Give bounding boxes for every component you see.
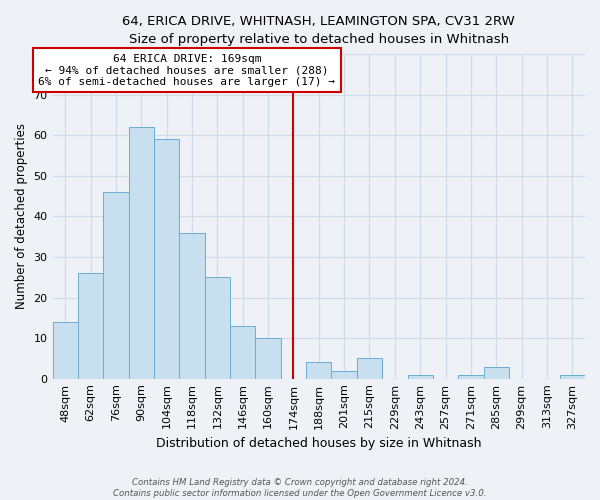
Y-axis label: Number of detached properties: Number of detached properties — [15, 124, 28, 310]
Bar — [53, 322, 78, 378]
Bar — [179, 232, 205, 378]
Bar — [407, 374, 433, 378]
Bar — [205, 278, 230, 378]
Bar — [230, 326, 256, 378]
Bar — [128, 127, 154, 378]
Bar — [78, 273, 103, 378]
Bar — [560, 374, 585, 378]
Bar — [357, 358, 382, 378]
Title: 64, ERICA DRIVE, WHITNASH, LEAMINGTON SPA, CV31 2RW
Size of property relative to: 64, ERICA DRIVE, WHITNASH, LEAMINGTON SP… — [122, 15, 515, 46]
Bar — [484, 366, 509, 378]
Bar — [103, 192, 128, 378]
Bar — [154, 140, 179, 378]
Bar — [306, 362, 331, 378]
Bar — [331, 370, 357, 378]
Bar — [256, 338, 281, 378]
Text: 64 ERICA DRIVE: 169sqm
← 94% of detached houses are smaller (288)
6% of semi-det: 64 ERICA DRIVE: 169sqm ← 94% of detached… — [38, 54, 335, 87]
Bar — [458, 374, 484, 378]
X-axis label: Distribution of detached houses by size in Whitnash: Distribution of detached houses by size … — [156, 437, 482, 450]
Text: Contains HM Land Registry data © Crown copyright and database right 2024.
Contai: Contains HM Land Registry data © Crown c… — [113, 478, 487, 498]
